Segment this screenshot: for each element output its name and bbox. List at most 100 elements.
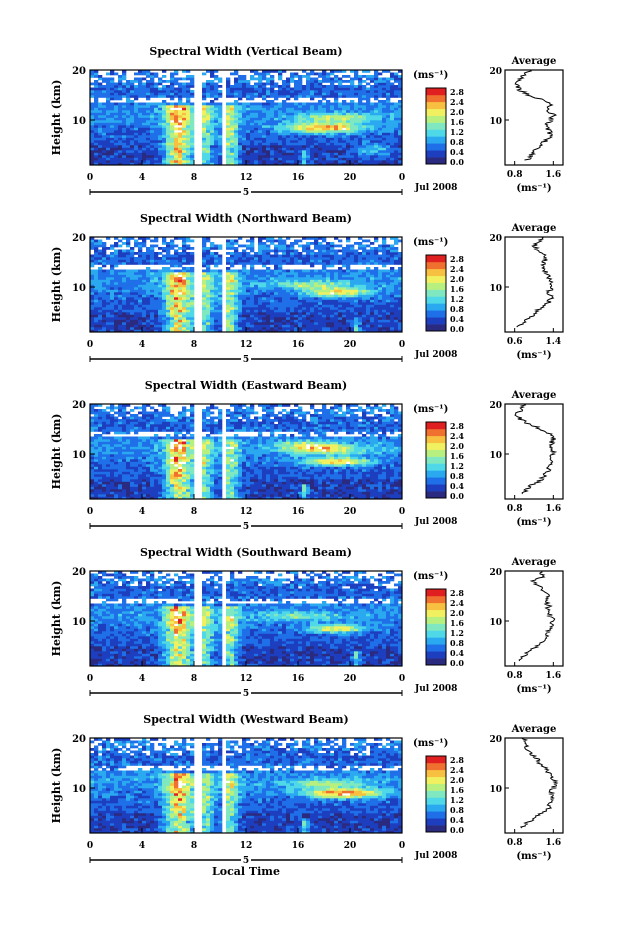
- heatmap-cell: [186, 157, 191, 161]
- heatmap-cell: [298, 155, 303, 158]
- heatmap-cell: [90, 242, 95, 245]
- heatmap-cell: [210, 117, 215, 121]
- heatmap-cell: [370, 122, 375, 126]
- heatmap-cell: [290, 274, 295, 278]
- heatmap-cell: [366, 249, 371, 253]
- heatmap-cell: [302, 122, 307, 126]
- heatmap-cell: [314, 152, 319, 156]
- heatmap-cell: [298, 312, 303, 315]
- heatmap-cell: [230, 302, 235, 305]
- heatmap-cell: [158, 292, 163, 295]
- heatmap-cell: [394, 115, 399, 118]
- heatmap-cell: [186, 314, 191, 318]
- heatmap-cell: [202, 312, 207, 315]
- heatmap-cell: [294, 259, 299, 263]
- heatmap-cell: [142, 327, 147, 330]
- heatmap-cell: [118, 135, 123, 138]
- heatmap-cell: [270, 160, 275, 163]
- heatmap-cell: [130, 322, 135, 325]
- heatmap-cell: [142, 120, 147, 123]
- heatmap-cell: [310, 90, 315, 93]
- heatmap-cell: [182, 249, 187, 253]
- heatmap-cell: [158, 317, 163, 320]
- heatmap-cell: [162, 145, 167, 148]
- heatmap-cell: [214, 87, 219, 91]
- heatmap-cell: [170, 319, 175, 323]
- heatmap-cell: [110, 155, 115, 158]
- heatmap-cell: [126, 309, 131, 313]
- heatmap-cell: [230, 147, 235, 151]
- heatmap-cell: [102, 284, 107, 288]
- heatmap-cell: [322, 115, 327, 118]
- heatmap-cell: [250, 140, 255, 143]
- heatmap-cell: [190, 304, 195, 308]
- heatmap-cell: [250, 237, 255, 240]
- heatmap-cell: [94, 75, 99, 78]
- heatmap-cell: [214, 140, 219, 143]
- heatmap-cell: [290, 140, 295, 143]
- heatmap-cell: [118, 87, 123, 91]
- heatmap-cell: [278, 135, 283, 138]
- heatmap-cell: [122, 115, 127, 118]
- heatmap-cell: [374, 299, 379, 303]
- heatmap-cell: [250, 302, 255, 305]
- heatmap-cell: [242, 125, 247, 128]
- heatmap-cell: [162, 249, 167, 253]
- heatmap-cell: [370, 309, 375, 313]
- heatmap-cell: [134, 302, 139, 305]
- heatmap-cell: [122, 82, 127, 86]
- heatmap-cell: [162, 299, 167, 303]
- heatmap-cell: [362, 249, 367, 253]
- heatmap-cell: [102, 247, 107, 250]
- heatmap-cell: [290, 317, 295, 320]
- heatmap-cell: [154, 145, 159, 148]
- heatmap-cell: [330, 135, 335, 138]
- heatmap-cell: [310, 87, 315, 91]
- heatmap-cell: [330, 244, 335, 248]
- heatmap-cell: [266, 72, 271, 76]
- heatmap-cell: [242, 130, 247, 133]
- heatmap-cell: [290, 130, 295, 133]
- heatmap-cell: [134, 92, 139, 96]
- heatmap-cell: [334, 302, 339, 305]
- heatmap-cell: [118, 145, 123, 148]
- heatmap-cell: [378, 277, 383, 280]
- heatmap-cell: [278, 307, 283, 310]
- heatmap-cell: [238, 85, 243, 88]
- heatmap-cell: [238, 90, 243, 93]
- heatmap-cell: [358, 115, 363, 118]
- heatmap-cell: [266, 80, 271, 83]
- heatmap-cell: [314, 329, 319, 333]
- heatmap-cell: [358, 329, 363, 333]
- heatmap-cell: [234, 110, 239, 113]
- heatmap-cell: [138, 272, 143, 275]
- heatmap-cell: [278, 327, 283, 330]
- heatmap-cell: [346, 269, 351, 273]
- heatmap-cell: [314, 279, 319, 283]
- heatmap-cell: [110, 257, 115, 260]
- heatmap-cell: [346, 262, 351, 265]
- heatmap-cell: [170, 72, 175, 76]
- heatmap-cell: [310, 147, 315, 151]
- heatmap-cell: [214, 257, 219, 260]
- heatmap-cell: [90, 317, 95, 320]
- heatmap-cell: [242, 127, 247, 131]
- heatmap-cell: [226, 87, 231, 91]
- heatmap-cell: [322, 105, 327, 108]
- heatmap-cell: [278, 244, 283, 248]
- heatmap-cell: [190, 152, 195, 156]
- heatmap-cell: [258, 294, 263, 298]
- heatmap-cell: [210, 162, 215, 166]
- heatmap-cell: [398, 152, 403, 156]
- heatmap-cell: [170, 90, 175, 93]
- heatmap-cell: [374, 289, 379, 293]
- heatmap-cell: [130, 132, 135, 136]
- heatmap-cell: [230, 87, 235, 91]
- heatmap-cell: [298, 162, 303, 166]
- heatmap-cell: [214, 152, 219, 156]
- heatmap-cell: [342, 137, 347, 141]
- heatmap-cell: [238, 80, 243, 83]
- heatmap-cell: [102, 127, 107, 131]
- heatmap-cell: [106, 287, 111, 290]
- heatmap-cell: [346, 117, 351, 121]
